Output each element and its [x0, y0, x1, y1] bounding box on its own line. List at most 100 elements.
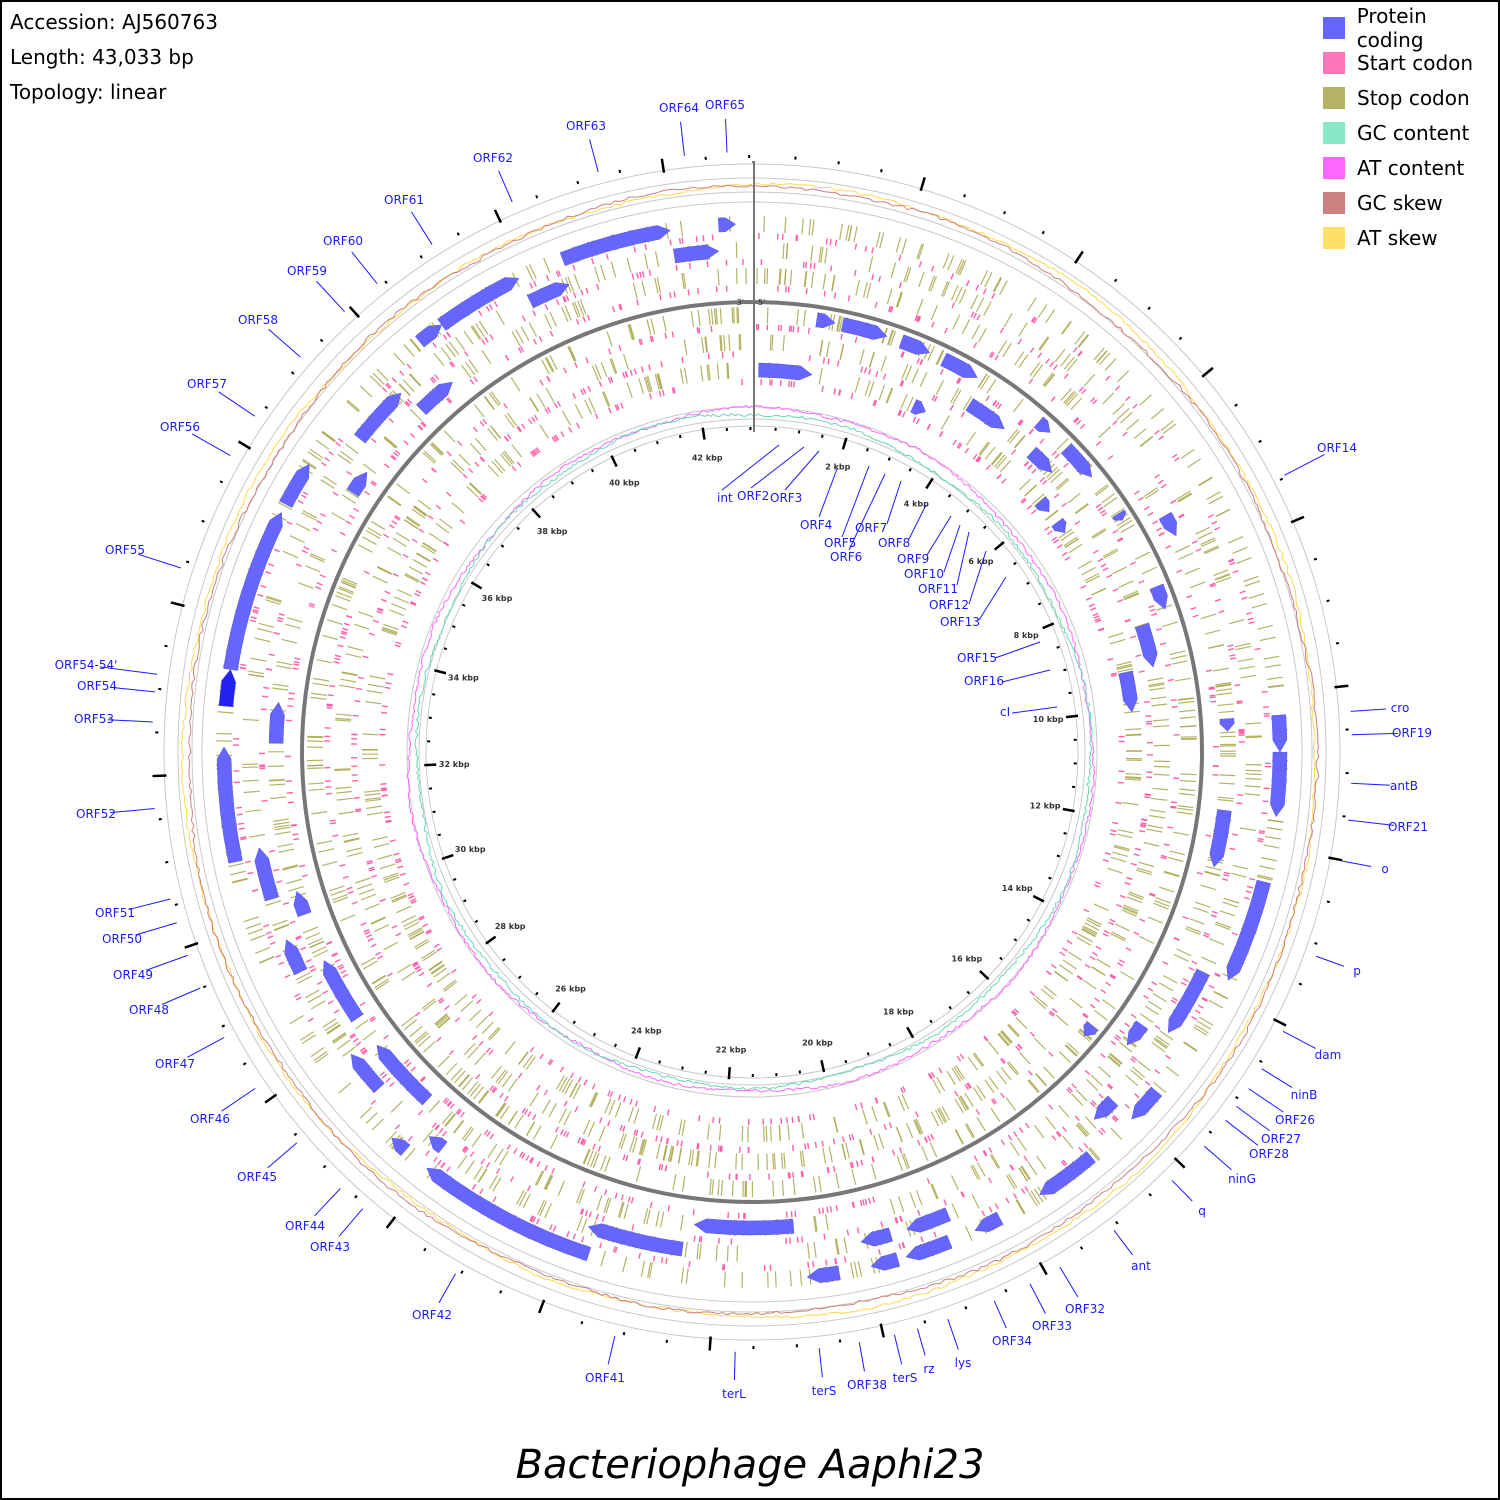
start-codon-mark: [349, 514, 355, 520]
start-codon-mark: [528, 1156, 533, 1163]
start-codon-mark: [835, 1205, 838, 1212]
start-codon-mark: [240, 837, 247, 841]
stop-codon-mark: [901, 1094, 910, 1110]
stop-codon-mark: [955, 1065, 966, 1080]
stop-codon-mark: [646, 1208, 651, 1225]
start-codon-mark: [1227, 558, 1235, 562]
stop-codon-mark: [864, 380, 871, 396]
start-codon-mark: [1144, 1080, 1151, 1086]
start-codon-mark: [368, 868, 375, 872]
start-codon-mark: [570, 1072, 575, 1079]
stop-codon-mark: [371, 520, 386, 531]
outer-minor-tick: [460, 1270, 464, 1274]
inner-major-tick: [1062, 807, 1075, 813]
start-codon-mark: [412, 961, 419, 967]
start-codon-mark: [1149, 608, 1156, 612]
start-codon-mark: [1011, 449, 1017, 455]
start-codon-mark: [349, 1033, 356, 1038]
start-codon-mark: [354, 700, 361, 703]
start-codon-mark: [1214, 973, 1221, 978]
start-codon-mark: [825, 238, 828, 245]
stop-codon-mark: [1063, 390, 1075, 404]
start-codon-mark: [436, 947, 443, 952]
start-codon-mark: [338, 966, 345, 971]
stop-codon-mark: [338, 585, 354, 594]
stop-codon-mark: [709, 1179, 712, 1196]
start-codon-mark: [1073, 416, 1079, 423]
start-codon-mark: [975, 284, 980, 291]
stop-codon-mark: [1075, 1089, 1088, 1102]
stop-codon-mark: [930, 1184, 938, 1200]
stop-codon-mark: [1204, 870, 1221, 876]
stop-codon-mark: [1208, 999, 1224, 1009]
stop-codon-mark: [804, 271, 808, 288]
start-codon-mark: [964, 1084, 970, 1090]
stop-codon-mark: [403, 344, 415, 357]
start-codon-mark: [1063, 373, 1069, 379]
stop-codon-mark: [336, 591, 352, 599]
feature-label-line: [1171, 1180, 1193, 1202]
stop-codon-mark: [372, 836, 388, 841]
start-codon-mark: [370, 481, 376, 487]
stop-codon-mark: [1179, 716, 1196, 719]
start-codon-mark: [976, 457, 982, 463]
stop-codon-mark: [936, 350, 945, 366]
protein-coding-arrow: [693, 1218, 795, 1236]
start-codon-mark: [832, 1165, 836, 1173]
stop-codon-mark: [431, 442, 444, 455]
stop-codon-mark: [1154, 900, 1170, 907]
start-codon-mark: [294, 993, 300, 998]
stop-codon-mark: [658, 1115, 664, 1132]
stop-codon-mark: [382, 872, 399, 879]
stop-codon-mark: [413, 505, 428, 516]
outer-minor-tick: [1114, 278, 1118, 283]
start-codon-mark: [853, 269, 857, 277]
start-codon-mark: [379, 1071, 386, 1077]
stop-codon-mark: [1259, 636, 1276, 642]
inner-major-tick: [470, 581, 483, 590]
start-codon-mark: [364, 931, 371, 935]
start-codon-mark: [1027, 1070, 1033, 1076]
start-codon-mark: [1159, 642, 1167, 646]
start-codon-mark: [410, 1066, 416, 1072]
stop-codon-mark: [993, 277, 1003, 293]
stop-codon-mark: [1110, 1127, 1123, 1141]
stop-codon-mark: [818, 246, 822, 263]
start-codon-mark: [901, 1242, 905, 1249]
feature-label-line: [784, 450, 820, 491]
start-codon-mark: [410, 900, 417, 904]
inner-minor-tick: [516, 526, 520, 531]
stop-codon-mark: [868, 381, 875, 397]
stop-codon-mark: [993, 454, 1006, 468]
start-codon-mark: [1076, 975, 1083, 981]
stop-codon-mark: [1028, 1191, 1038, 1207]
stop-codon-mark: [772, 1153, 775, 1170]
start-codon-mark: [395, 860, 402, 864]
stop-codon-mark: [726, 362, 729, 379]
start-codon-mark: [888, 1122, 893, 1129]
start-codon-mark: [429, 377, 435, 384]
start-codon-mark: [1208, 984, 1215, 989]
inner-minor-tick: [929, 1019, 933, 1024]
protein-coding-arrow: [376, 1044, 433, 1106]
stop-codon-mark: [216, 732, 233, 735]
length-text: Length: 43,033 bp: [10, 45, 194, 69]
stop-codon-mark: [941, 1105, 951, 1121]
stop-codon-mark: [1110, 507, 1125, 518]
stop-codon-mark: [1147, 824, 1164, 829]
stop-codon-mark: [1244, 793, 1261, 796]
stop-codon-mark: [372, 575, 388, 584]
stop-codon-mark: [654, 374, 660, 390]
stop-codon-mark: [710, 308, 714, 325]
protein-coding-arrow: [1131, 1086, 1163, 1120]
stop-codon-mark: [422, 542, 437, 552]
start-codon-mark: [988, 1206, 993, 1213]
start-codon-mark: [1165, 544, 1172, 549]
stop-codon-mark: [576, 1215, 584, 1232]
stop-codon-mark: [1143, 487, 1158, 498]
stop-codon-mark: [473, 1086, 485, 1100]
stop-codon-mark: [475, 438, 487, 451]
stop-codon-mark: [545, 387, 555, 403]
stop-codon-mark: [836, 315, 841, 332]
start-codon-mark: [619, 1124, 623, 1131]
